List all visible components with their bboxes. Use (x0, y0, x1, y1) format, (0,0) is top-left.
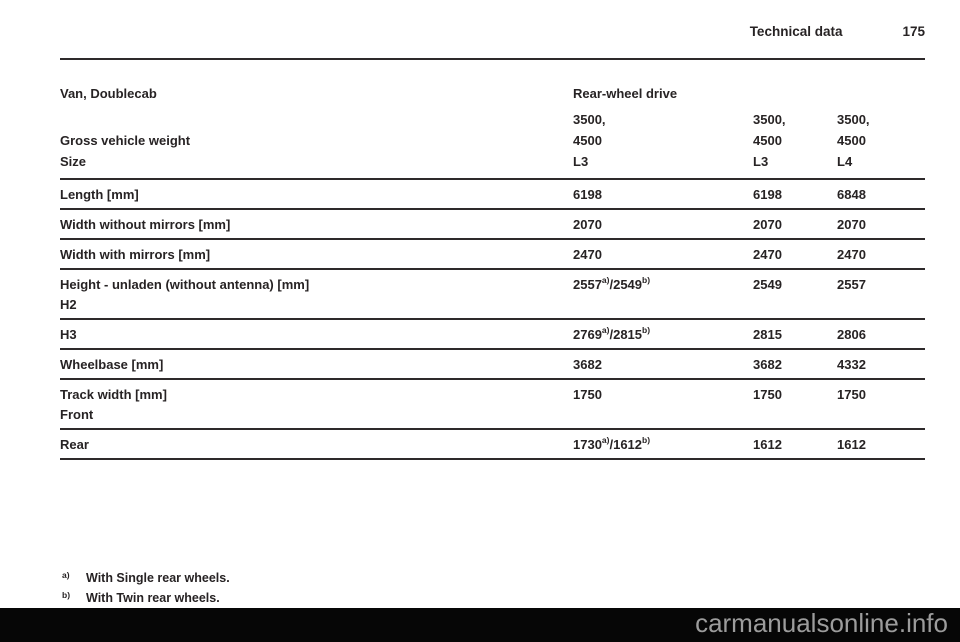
drive-header: Rear-wheel drive (573, 86, 678, 101)
cell-value: L3 (573, 154, 589, 169)
cell-value: L3 (753, 154, 769, 169)
page-number: 175 (902, 24, 925, 39)
cell-value: 3500, 4500 (573, 112, 606, 148)
cell-value: 6848 (837, 187, 866, 202)
table-row: Height - unladen (without antenna) [mm] … (60, 270, 925, 320)
cell-value: 1750 (837, 387, 866, 402)
cell-value: L4 (837, 154, 853, 169)
technical-data-table: Van, Doublecab Rear-wheel drive Gross ve… (60, 86, 925, 460)
footnote-ref: b) (642, 324, 651, 335)
row-label: Height - unladen (without antenna) [mm] … (60, 275, 573, 315)
variant-label: Van, Doublecab (60, 86, 157, 101)
table-header-row: Van, Doublecab Rear-wheel drive (60, 86, 925, 102)
row-label: Width without mirrors [mm] (60, 217, 231, 232)
table-row: Width with mirrors [mm] 2470 2470 2470 (60, 240, 925, 270)
gross-vehicle-weight-row: Gross vehicle weight 3500, 4500 3500, 45… (60, 109, 925, 151)
cell-value: 6198 (573, 187, 602, 202)
cell-value: 2815 (753, 327, 782, 342)
footnote-ref: b) (642, 274, 651, 285)
footnote-ref: a) (601, 434, 610, 445)
page-title: Technical data (749, 24, 843, 39)
cell-value: 2557a)/2549b) (573, 274, 651, 292)
footnote-text: With Single rear wheels. (86, 571, 230, 585)
footnote-text: With Twin rear wheels. (86, 591, 220, 605)
footnote: b) With Twin rear wheels. (62, 588, 230, 608)
cell-value: 1750 (753, 387, 782, 402)
footnote-ref: a) (601, 324, 610, 335)
footnotes: a) With Single rear wheels. b) With Twin… (62, 568, 230, 608)
cell-value: 2549 (753, 277, 782, 292)
watermark-bar: carmanualsonline.info (0, 608, 960, 642)
footnote-marker: a) (62, 570, 70, 580)
footnote-ref: a) (601, 274, 610, 285)
table-row: Width without mirrors [mm] 2070 2070 207… (60, 210, 925, 240)
size-row: Size L3 L3 L4 (60, 154, 925, 180)
table-row: Length [mm] 6198 6198 6848 (60, 180, 925, 210)
cell-value: 2806 (837, 327, 866, 342)
header-divider (60, 58, 925, 60)
cell-value: 1612 (837, 437, 866, 452)
cell-value: 2070 (753, 217, 782, 232)
footnote-ref: b) (642, 434, 651, 445)
cell-value: 3500, 4500 (837, 112, 870, 148)
cell-value: 3500, 4500 (753, 112, 786, 148)
row-sublabel: Front (60, 407, 94, 422)
cell-value: 3682 (573, 357, 602, 372)
footnote-marker: b) (62, 590, 71, 600)
page-header: Technical data 175 (60, 24, 925, 39)
row-label: Size (60, 154, 87, 169)
row-label: Rear (60, 437, 89, 452)
cell-value: 1612 (753, 437, 782, 452)
cell-value: 6198 (753, 187, 782, 202)
cell-value: 2769a)/2815b) (573, 324, 651, 342)
cell-value: 2470 (573, 247, 602, 262)
cell-value: 1750 (573, 387, 602, 402)
cell-value: 2557 (837, 277, 866, 292)
watermark-text: carmanualsonline.info (695, 608, 948, 638)
table-row: Track width [mm] Front 1750 1750 1750 (60, 380, 925, 430)
cell-value: 2470 (753, 247, 782, 262)
row-label: Gross vehicle weight (60, 133, 191, 148)
table-row: H3 2769a)/2815b) 2815 2806 (60, 320, 925, 350)
cell-value: 4332 (837, 357, 866, 372)
row-label: Track width [mm] Front (60, 385, 573, 425)
cell-value: 2070 (573, 217, 602, 232)
row-label: Length [mm] (60, 187, 139, 202)
cell-value: 2470 (837, 247, 866, 262)
row-label: H3 (60, 327, 77, 342)
cell-value: 2070 (837, 217, 866, 232)
footnote: a) With Single rear wheels. (62, 568, 230, 588)
cell-value: 3682 (753, 357, 782, 372)
table-row: Wheelbase [mm] 3682 3682 4332 (60, 350, 925, 380)
table-row: Rear 1730a)/1612b) 1612 1612 (60, 430, 925, 460)
row-label: Wheelbase [mm] (60, 357, 164, 372)
cell-value: 1730a)/1612b) (573, 434, 651, 452)
row-sublabel: H2 (60, 297, 77, 312)
row-label: Width with mirrors [mm] (60, 247, 211, 262)
